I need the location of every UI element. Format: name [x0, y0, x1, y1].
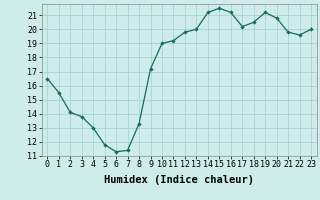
X-axis label: Humidex (Indice chaleur): Humidex (Indice chaleur) [104, 175, 254, 185]
